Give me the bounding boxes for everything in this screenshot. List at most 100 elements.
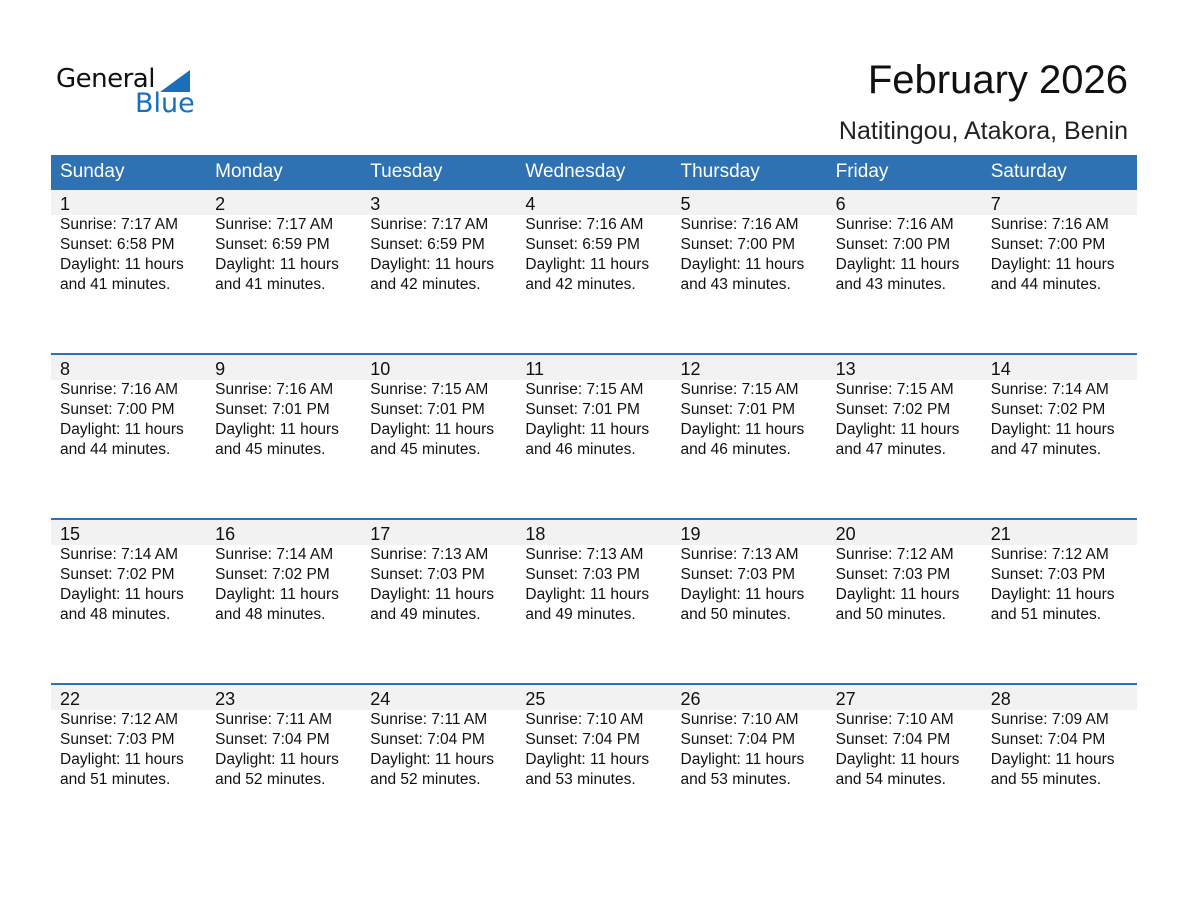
daylight-hours: Daylight: 11 hours: [990, 586, 1115, 603]
day-number: 28: [981, 685, 1137, 710]
sunrise-time: Sunrise: 7:11 AM: [215, 711, 333, 728]
day-cell: 15 Sunrise: 7:14 AM Sunset: 7:02 PM Dayligh…: [51, 520, 207, 683]
day-number: 6: [826, 190, 982, 215]
weekday-monday: Monday: [215, 161, 283, 182]
day-number: 26: [671, 685, 827, 710]
sunset-time: Sunset: 7:04 PM: [370, 731, 485, 748]
day-cell: 6 Sunrise: 7:16 AM Sunset: 7:00 PM Daylight…: [826, 190, 982, 353]
daylight-hours: Daylight: 11 hours: [370, 256, 495, 273]
sunrise-time: Sunrise: 7:11 AM: [370, 711, 488, 728]
daylight-hours: Daylight: 11 hours: [525, 586, 650, 603]
week-row: 8 Sunrise: 7:16 AM Sunset: 7:00 PM Daylight…: [51, 353, 1137, 518]
daylight-hours: Daylight: 11 hours: [60, 256, 184, 273]
daylight-minutes: and 43 minutes.: [835, 276, 946, 293]
day-cell: 17 Sunrise: 7:13 AM Sunset: 7:03 PM Dayligh…: [361, 520, 517, 683]
daylight-minutes: and 44 minutes.: [990, 276, 1102, 293]
day-cell: 4 Sunrise: 7:16 AM Sunset: 6:59 PM Daylight…: [516, 190, 672, 353]
day-number: 23: [206, 685, 362, 710]
sunrise-time: Sunrise: 7:13 AM: [680, 546, 799, 563]
day-cell: 18 Sunrise: 7:13 AM Sunset: 7:03 PM Dayligh…: [516, 520, 672, 683]
sunrise-time: Sunrise: 7:15 AM: [835, 381, 954, 398]
daylight-minutes: and 47 minutes.: [990, 441, 1102, 458]
day-number: 24: [361, 685, 517, 710]
daylight-hours: Daylight: 11 hours: [215, 751, 339, 768]
day-cell: 7 Sunrise: 7:16 AM Sunset: 7:00 PM Daylight…: [981, 190, 1137, 353]
day-number: 10: [361, 355, 517, 380]
sunrise-time: Sunrise: 7:12 AM: [60, 711, 179, 728]
sunrise-time: Sunrise: 7:16 AM: [835, 216, 954, 233]
daylight-minutes: and 45 minutes.: [215, 441, 326, 458]
weekday-saturday: Saturday: [990, 161, 1067, 182]
day-number: 15: [51, 520, 207, 545]
day-cell: 12 Sunrise: 7:15 AM Sunset: 7:01 PM Dayligh…: [671, 355, 827, 518]
day-cell: 19 Sunrise: 7:13 AM Sunset: 7:03 PM Dayligh…: [671, 520, 827, 683]
sunset-time: Sunset: 6:59 PM: [215, 236, 330, 253]
weekday-header: Sunday Monday Tuesday Wednesday Thursday Frid…: [51, 155, 1137, 188]
daylight-minutes: and 51 minutes.: [60, 771, 171, 788]
sunset-time: Sunset: 7:00 PM: [990, 236, 1106, 253]
sunset-time: Sunset: 7:04 PM: [680, 731, 796, 748]
daylight-hours: Daylight: 11 hours: [835, 256, 960, 273]
day-cell: 25 Sunrise: 7:10 AM Sunset: 7:04 PM Dayligh…: [516, 685, 672, 848]
sunset-time: Sunset: 7:03 PM: [680, 566, 796, 583]
sunrise-time: Sunrise: 7:15 AM: [525, 381, 644, 398]
daylight-hours: Daylight: 11 hours: [990, 751, 1115, 768]
daylight-minutes: and 55 minutes.: [990, 771, 1102, 788]
day-number: 2: [206, 190, 362, 215]
daylight-hours: Daylight: 11 hours: [370, 421, 495, 438]
day-cell: 27 Sunrise: 7:10 AM Sunset: 7:04 PM Dayligh…: [826, 685, 982, 848]
daylight-minutes: and 47 minutes.: [835, 441, 946, 458]
sunrise-time: Sunrise: 7:10 AM: [835, 711, 954, 728]
sunrise-time: Sunrise: 7:14 AM: [990, 381, 1109, 398]
day-number: 5: [671, 190, 827, 215]
sunset-time: Sunset: 6:58 PM: [60, 236, 175, 253]
day-cell: 2 Sunrise: 7:17 AM Sunset: 6:59 PM Daylight…: [206, 190, 362, 353]
sunset-time: Sunset: 7:03 PM: [60, 731, 175, 748]
day-number: 14: [981, 355, 1137, 380]
sunrise-time: Sunrise: 7:10 AM: [525, 711, 644, 728]
day-cell: 28 Sunrise: 7:09 AM Sunset: 7:04 PM Dayligh…: [981, 685, 1137, 848]
daylight-minutes: and 53 minutes.: [680, 771, 791, 788]
day-cell: 1 Sunrise: 7:17 AM Sunset: 6:58 PM Daylight…: [51, 190, 207, 353]
daylight-hours: Daylight: 11 hours: [525, 256, 650, 273]
daylight-minutes: and 42 minutes.: [370, 276, 481, 293]
daylight-minutes: and 45 minutes.: [370, 441, 481, 458]
daylight-minutes: and 48 minutes.: [215, 606, 326, 623]
daylight-minutes: and 52 minutes.: [370, 771, 481, 788]
sunrise-time: Sunrise: 7:16 AM: [525, 216, 644, 233]
daylight-minutes: and 49 minutes.: [370, 606, 481, 623]
page-title: February 2026: [867, 58, 1128, 102]
sunrise-time: Sunrise: 7:14 AM: [60, 546, 179, 563]
daylight-hours: Daylight: 11 hours: [835, 586, 960, 603]
sunset-time: Sunset: 7:02 PM: [215, 566, 330, 583]
day-cell: 11 Sunrise: 7:15 AM Sunset: 7:01 PM Dayligh…: [516, 355, 672, 518]
sunset-time: Sunset: 7:04 PM: [990, 731, 1106, 748]
daylight-minutes: and 42 minutes.: [525, 276, 636, 293]
daylight-minutes: and 48 minutes.: [60, 606, 171, 623]
day-number: 25: [516, 685, 672, 710]
sunrise-time: Sunrise: 7:16 AM: [215, 381, 334, 398]
daylight-minutes: and 49 minutes.: [525, 606, 636, 623]
sunset-time: Sunset: 6:59 PM: [525, 236, 640, 253]
sunset-time: Sunset: 7:02 PM: [60, 566, 175, 583]
daylight-hours: Daylight: 11 hours: [525, 751, 650, 768]
daylight-minutes: and 46 minutes.: [680, 441, 791, 458]
weekday-thursday: Thursday: [680, 161, 760, 182]
sunset-time: Sunset: 7:03 PM: [835, 566, 951, 583]
day-number: 27: [826, 685, 982, 710]
daylight-hours: Daylight: 11 hours: [60, 751, 184, 768]
sunset-time: Sunset: 7:02 PM: [835, 401, 951, 418]
daylight-hours: Daylight: 11 hours: [990, 256, 1115, 273]
weekday-friday: Friday: [835, 161, 889, 182]
day-number: 16: [206, 520, 362, 545]
day-number: 3: [361, 190, 517, 215]
daylight-minutes: and 43 minutes.: [680, 276, 791, 293]
daylight-hours: Daylight: 11 hours: [835, 751, 960, 768]
weekday-wednesday: Wednesday: [525, 161, 626, 182]
day-cell: 22 Sunrise: 7:12 AM Sunset: 7:03 PM Dayligh…: [51, 685, 207, 848]
daylight-minutes: and 54 minutes.: [835, 771, 946, 788]
sunrise-time: Sunrise: 7:16 AM: [990, 216, 1109, 233]
day-number: 8: [51, 355, 207, 380]
daylight-hours: Daylight: 11 hours: [680, 421, 805, 438]
